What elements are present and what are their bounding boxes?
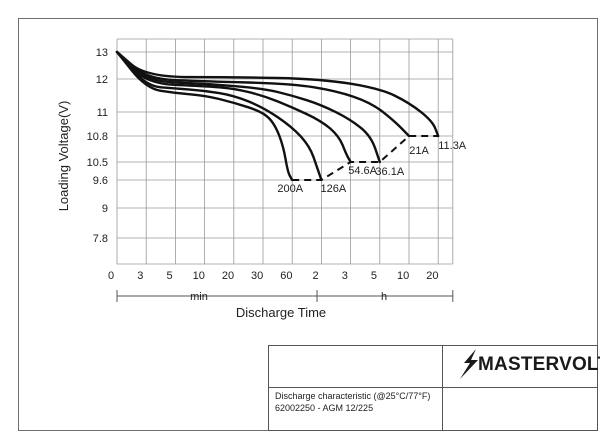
product-code: 62002250 - AGM 12/225 [275,403,374,413]
unit-label: min [190,291,208,303]
series-line [115,50,440,138]
y-tick-label: 11 [97,107,108,119]
series-label: 126A [321,183,347,195]
y-tick-labels: 13 12 11 10.8 10.5 9.6 9 7.8 [87,47,108,245]
lightning-bolt-icon [460,349,478,379]
unit-brackets: min h [116,290,454,303]
brand-name: MASTERVOLT [478,354,600,375]
series-line [115,50,381,164]
series-line [115,50,352,164]
x-tick-label: 5 [371,270,377,282]
y-tick-label: 10.5 [87,157,108,169]
y-tick-label: 10.8 [87,131,108,143]
y-axis-title: Loading Voltage(V) [56,101,71,212]
y-tick-label: 7.8 [93,233,108,245]
unit-label: h [381,291,387,303]
cutoff-dashed-line [292,135,439,181]
x-tick-label: 5 [166,270,172,282]
x-tick-label: 30 [251,270,263,282]
x-tick-label: 2 [312,270,318,282]
x-tick-label: 0 [108,270,114,282]
series-label: 200A [277,183,303,195]
series-line [115,50,323,182]
series-label: 54.6A [348,165,377,177]
x-axis-title: Discharge Time [236,305,326,320]
series-label: 21A [409,145,429,157]
title-block-divider [269,387,597,388]
title-block-divider [442,346,443,430]
x-tick-label: 10 [193,270,205,282]
x-tick-label: 20 [222,270,234,282]
y-tick-label: 9 [102,203,108,215]
y-tick-label: 12 [96,74,108,86]
series-label: 36.1A [375,166,404,178]
title-block: Discharge characteristic (@25°C/77°F) 62… [268,345,598,431]
x-tick-label: 3 [137,270,143,282]
series-line [115,50,294,182]
series-lines [115,50,440,182]
x-tick-label: 20 [426,270,438,282]
brand-logo: MASTERVOLT [458,349,600,379]
grid [116,38,454,265]
y-tick-label: 13 [96,47,108,59]
x-tick-labels: 0 3 5 10 20 30 60 2 3 5 10 20 [108,270,439,282]
x-tick-label: 60 [280,270,292,282]
y-tick-label: 9.6 [93,175,108,187]
x-tick-label: 3 [342,270,348,282]
series-label: 11.3A [438,140,467,152]
x-tick-label: 10 [397,270,409,282]
chart-caption: Discharge characteristic (@25°C/77°F) [275,391,431,401]
series-line [115,50,411,138]
